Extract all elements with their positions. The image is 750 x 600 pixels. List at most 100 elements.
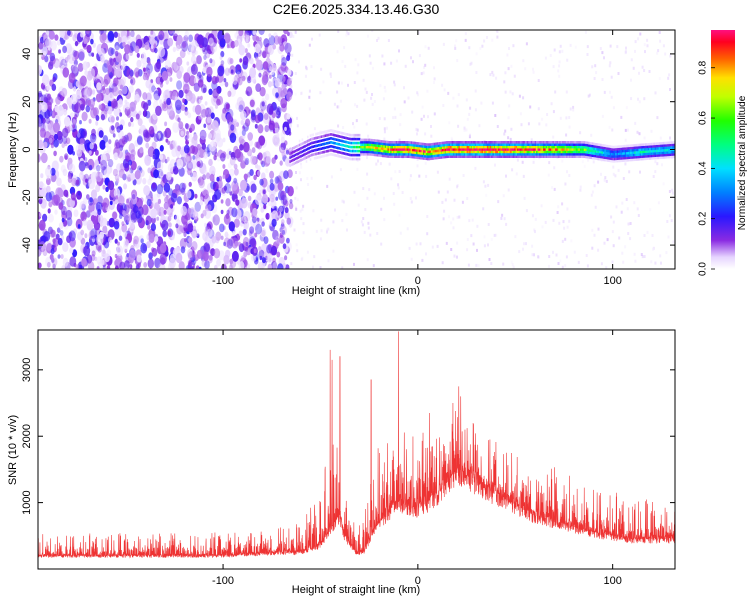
noise-cell (469, 133, 471, 137)
signal-cell (538, 150, 541, 154)
noise-cell (287, 186, 294, 197)
noise-cell (597, 227, 600, 231)
signal-cell (581, 155, 583, 158)
signal-cell (619, 147, 621, 151)
noise-cell (217, 30, 225, 42)
signal-cell (521, 141, 523, 144)
signal-cell (594, 145, 597, 148)
signal-cell (624, 159, 627, 162)
signal-cell (463, 150, 466, 154)
noise-cell (231, 180, 238, 191)
signal-cell (589, 146, 591, 150)
signal-cell (525, 155, 527, 158)
signal-cell (638, 155, 640, 159)
noise-cell (568, 125, 571, 129)
signal-cell (671, 143, 673, 147)
signal-cell (650, 157, 653, 160)
noise-cell (662, 182, 665, 186)
signal-cell (507, 153, 510, 156)
signal-cell (518, 145, 520, 149)
noise-cell (332, 220, 335, 224)
signal-cell (665, 141, 668, 145)
noise-cell (243, 220, 250, 230)
signal-cell (582, 153, 585, 156)
signal-cell (549, 150, 552, 154)
signal-cell (515, 153, 518, 156)
signal-cell (657, 154, 660, 157)
signal-cell (579, 150, 582, 154)
signal-cell (514, 143, 516, 146)
signal-cell (597, 155, 600, 158)
noise-cell (159, 153, 164, 161)
signal-cell (312, 137, 315, 140)
signal-cell (405, 143, 407, 146)
noise-cell (625, 198, 628, 201)
noise-cell (426, 215, 429, 218)
signal-cell (401, 141, 403, 144)
noise-cell (245, 241, 249, 247)
noise-cell (220, 50, 225, 58)
signal-cell (605, 144, 608, 148)
noise-cell (84, 70, 89, 76)
signal-cell (484, 145, 486, 149)
noise-cell (312, 209, 315, 213)
signal-cell (563, 155, 565, 158)
noise-cell (288, 123, 292, 129)
signal-cell (377, 146, 380, 150)
signal-cell (357, 157, 360, 161)
signal-cell (402, 150, 405, 154)
signal-cell (540, 143, 542, 146)
noise-cell (53, 138, 59, 148)
noise-cell (294, 72, 297, 75)
noise-cell (295, 207, 298, 211)
noise-cell (238, 104, 244, 113)
signal-cell (335, 138, 338, 141)
signal-cell (424, 155, 426, 158)
noise-cell (476, 248, 478, 252)
signal-cell (399, 155, 402, 158)
signal-cell (405, 150, 407, 154)
noise-cell (368, 54, 371, 58)
signal-cell (609, 145, 612, 148)
signal-cell (547, 155, 549, 158)
noise-cell (57, 254, 61, 259)
signal-cell (508, 150, 511, 154)
signal-cell (478, 141, 481, 144)
signal-cell (390, 153, 392, 156)
signal-cell (581, 148, 583, 151)
signal-cell (410, 143, 413, 147)
noise-cell (143, 129, 149, 138)
noise-cell (80, 103, 85, 111)
noise-cell (525, 242, 527, 246)
signal-cell (653, 149, 655, 153)
noise-cell (102, 184, 106, 190)
signal-cell (360, 153, 362, 156)
signal-cell (290, 155, 293, 159)
noise-cell (238, 243, 245, 253)
noise-cell (124, 106, 131, 116)
signal-cell (669, 153, 672, 156)
noise-cell (108, 92, 115, 102)
signal-cell (526, 150, 529, 154)
noise-cell (198, 114, 202, 120)
noise-cell (161, 219, 169, 231)
signal-cell (358, 157, 361, 161)
signal-cell (521, 145, 523, 149)
noise-cell (207, 221, 213, 231)
noise-cell (475, 52, 478, 56)
signal-cell (338, 155, 340, 158)
signal-cell (577, 150, 579, 154)
noise-cell (641, 255, 644, 259)
signal-cell (590, 154, 593, 157)
signal-cell (290, 163, 293, 167)
noise-cell (259, 255, 263, 261)
noise-cell (70, 93, 78, 105)
signal-cell (343, 140, 346, 143)
noise-cell (69, 198, 75, 208)
noise-cell (552, 65, 555, 69)
signal-cell (534, 150, 537, 154)
signal-cell (491, 150, 493, 154)
noise-cell (275, 196, 279, 201)
signal-cell (360, 141, 362, 144)
noise-cell (419, 242, 422, 246)
